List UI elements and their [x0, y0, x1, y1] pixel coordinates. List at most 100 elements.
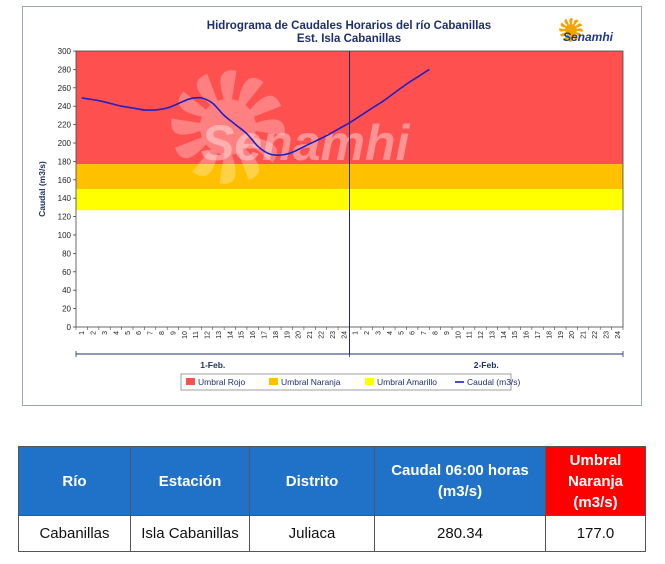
x-tick-label: 22	[592, 331, 599, 339]
x-tick-label: 23	[330, 331, 337, 339]
x-tick-label: 5	[398, 331, 405, 335]
x-tick-label: 6	[136, 331, 143, 335]
y-tick-label: 160	[58, 176, 72, 185]
x-tick-label: 15	[512, 331, 519, 339]
x-tick-label: 9	[170, 331, 177, 335]
x-tick-label: 3	[376, 331, 383, 335]
sun-logo-icon	[559, 18, 583, 42]
y-tick-label: 240	[58, 102, 72, 111]
y-tick-label: 140	[58, 194, 72, 203]
x-tick-label: 8	[159, 331, 166, 335]
x-tick-label: 23	[603, 331, 610, 339]
legend-swatch-2	[365, 378, 374, 385]
x-tick-label: 3	[102, 331, 109, 335]
x-tick-label: 14	[227, 331, 234, 339]
y-tick-label: 280	[58, 65, 72, 74]
y-tick-label: 260	[58, 84, 72, 93]
x-tick-label: 5	[125, 331, 132, 335]
y-tick-label: 120	[58, 213, 72, 222]
x-tick-label: 18	[546, 331, 553, 339]
logo-sun-core	[565, 24, 577, 36]
x-tick-label: 13	[216, 331, 223, 339]
x-tick-label: 24	[341, 331, 348, 339]
header-umbral-naranja: Umbral Naranja (m3/s)	[545, 446, 646, 516]
table-row: Cabanillas Isla Cabanillas Juliaca 280.3…	[18, 515, 646, 552]
x-tick-label: 14	[501, 331, 508, 339]
watermark-sun-rays	[171, 70, 285, 184]
legend-label-0: Umbral Rojo	[198, 377, 246, 387]
y-tick-label: 40	[62, 286, 71, 295]
x-tick-label: 10	[182, 331, 189, 339]
x-tick-label: 13	[489, 331, 496, 339]
y-tick-label: 80	[62, 249, 71, 258]
cell-umbral: 177.0	[545, 515, 646, 552]
cell-distrito: Juliaca	[249, 515, 375, 552]
x-tick-label: 6	[410, 331, 417, 335]
legend: Umbral Rojo Umbral Naranja Umbral Amarillo…	[180, 373, 521, 391]
chart-subtitle: Est. Isla Cabanillas	[297, 33, 401, 45]
header-distrito: Distrito	[249, 446, 375, 516]
x-tick-label: 15	[239, 331, 246, 339]
x-tick-label: 4	[113, 331, 120, 335]
watermark-sun-core	[200, 99, 256, 155]
cell-caudal: 280.34	[374, 515, 546, 552]
x-tick-label: 1	[79, 331, 86, 335]
y-tick-label: 100	[58, 231, 72, 240]
x-tick-label: 17	[535, 331, 542, 339]
day-label: 1-Feb.	[200, 360, 225, 370]
x-tick-label: 2	[91, 331, 98, 335]
legend-swatch-1	[269, 378, 278, 385]
x-tick-label: 17	[262, 331, 269, 339]
logo-sun-rays	[559, 18, 583, 42]
y-tick-label: 180	[58, 157, 72, 166]
watermark-text: Senamhi	[201, 115, 411, 171]
x-tick-label: 4	[387, 331, 394, 335]
x-tick-label: 21	[307, 331, 314, 339]
x-tick-label: 7	[148, 331, 155, 335]
legend-label-1: Umbral Naranja	[281, 377, 341, 387]
senamhi-logo: Senamhi	[559, 18, 614, 44]
y-tick-label: 20	[62, 305, 71, 314]
x-tick-label: 11	[193, 331, 200, 338]
hydrograph-chart: Senamhi 0 20 40 60 80 100 120 140 160 180 200 220 24…	[22, 6, 642, 406]
y-tick-label: 200	[58, 139, 72, 148]
chart-svg: Senamhi 02040608010012014016018020022024…	[37, 18, 624, 391]
station-table: Río Estación Distrito Caudal 06:00 horas…	[18, 446, 646, 552]
x-tick-label: 16	[524, 331, 531, 339]
watermark-sun-icon	[171, 70, 285, 184]
x-tick-label: 21	[581, 331, 588, 339]
cell-rio: Cabanillas	[18, 515, 131, 552]
cell-estacion: Isla Cabanillas	[130, 515, 250, 552]
x-tick-label: 8	[433, 331, 440, 335]
x-tick-label: 22	[319, 331, 326, 339]
x-tick-label: 2	[364, 331, 371, 335]
x-tick-label: 1	[353, 331, 360, 335]
x-tick-label: 20	[569, 331, 576, 339]
logo-text: Senamhi	[563, 30, 614, 44]
legend-box	[180, 373, 512, 391]
x-tick-label: 16	[250, 331, 257, 339]
x-tick-label: 19	[558, 331, 565, 339]
x-tick-label: 11	[467, 331, 474, 338]
legend-label-3: Caudal (m3/s)	[467, 377, 521, 387]
y-tick-label: 60	[62, 268, 71, 277]
y-tick-label: 220	[58, 121, 72, 130]
legend-swatch-0	[186, 378, 195, 385]
day-label: 2-Feb.	[474, 360, 499, 370]
x-tick-label: 12	[205, 331, 212, 339]
table-header-row: Río Estación Distrito Caudal 06:00 horas…	[18, 446, 646, 516]
x-tick-label: 7	[421, 331, 428, 335]
chart-title: Hidrograma de Caudales Horarios del río …	[207, 20, 491, 32]
x-tick-label: 19	[284, 331, 291, 339]
header-caudal: Caudal 06:00 horas (m3/s)	[374, 446, 546, 516]
x-tick-label: 24	[615, 331, 622, 339]
series-line-caudal	[81, 68, 430, 156]
x-tick-label: 12	[478, 331, 485, 339]
header-rio: Río	[18, 446, 131, 516]
x-tick-label: 20	[296, 331, 303, 339]
y-tick-label: 300	[58, 47, 72, 56]
x-tick-label: 18	[273, 331, 280, 339]
legend-label-2: Umbral Amarillo	[377, 377, 437, 387]
header-estacion: Estación	[130, 446, 250, 516]
x-tick-label: 9	[444, 331, 451, 335]
